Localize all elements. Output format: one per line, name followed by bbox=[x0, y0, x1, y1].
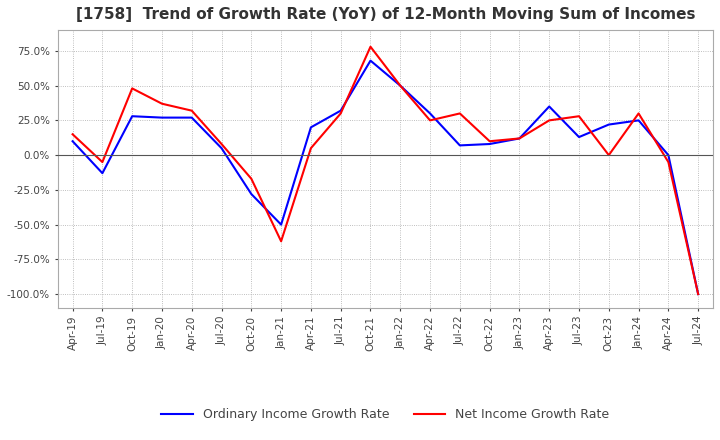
Net Income Growth Rate bbox=[98, 159, 107, 165]
Ordinary Income Growth Rate bbox=[456, 143, 464, 148]
Ordinary Income Growth Rate bbox=[366, 58, 375, 63]
Net Income Growth Rate bbox=[336, 111, 345, 116]
Ordinary Income Growth Rate bbox=[545, 104, 554, 109]
Ordinary Income Growth Rate bbox=[396, 83, 405, 88]
Ordinary Income Growth Rate bbox=[575, 135, 583, 140]
Ordinary Income Growth Rate bbox=[217, 146, 226, 151]
Net Income Growth Rate bbox=[664, 159, 672, 165]
Legend: Ordinary Income Growth Rate, Net Income Growth Rate: Ordinary Income Growth Rate, Net Income … bbox=[156, 403, 614, 426]
Net Income Growth Rate bbox=[575, 114, 583, 119]
Ordinary Income Growth Rate bbox=[426, 111, 434, 116]
Net Income Growth Rate bbox=[515, 136, 523, 141]
Net Income Growth Rate bbox=[396, 83, 405, 88]
Ordinary Income Growth Rate bbox=[634, 118, 643, 123]
Net Income Growth Rate bbox=[426, 118, 434, 123]
Net Income Growth Rate bbox=[366, 44, 375, 49]
Ordinary Income Growth Rate bbox=[485, 141, 494, 147]
Net Income Growth Rate bbox=[605, 153, 613, 158]
Net Income Growth Rate bbox=[158, 101, 166, 106]
Ordinary Income Growth Rate bbox=[664, 153, 672, 158]
Title: [1758]  Trend of Growth Rate (YoY) of 12-Month Moving Sum of Incomes: [1758] Trend of Growth Rate (YoY) of 12-… bbox=[76, 7, 695, 22]
Ordinary Income Growth Rate bbox=[68, 139, 77, 144]
Ordinary Income Growth Rate bbox=[158, 115, 166, 120]
Ordinary Income Growth Rate bbox=[694, 291, 703, 297]
Line: Net Income Growth Rate: Net Income Growth Rate bbox=[73, 47, 698, 294]
Net Income Growth Rate bbox=[187, 108, 196, 113]
Ordinary Income Growth Rate bbox=[307, 125, 315, 130]
Net Income Growth Rate bbox=[485, 139, 494, 144]
Net Income Growth Rate bbox=[307, 146, 315, 151]
Ordinary Income Growth Rate bbox=[605, 122, 613, 127]
Net Income Growth Rate bbox=[634, 111, 643, 116]
Ordinary Income Growth Rate bbox=[187, 115, 196, 120]
Net Income Growth Rate bbox=[276, 238, 285, 244]
Net Income Growth Rate bbox=[694, 291, 703, 297]
Net Income Growth Rate bbox=[217, 141, 226, 147]
Net Income Growth Rate bbox=[68, 132, 77, 137]
Ordinary Income Growth Rate bbox=[336, 108, 345, 113]
Net Income Growth Rate bbox=[247, 176, 256, 181]
Line: Ordinary Income Growth Rate: Ordinary Income Growth Rate bbox=[73, 61, 698, 294]
Net Income Growth Rate bbox=[456, 111, 464, 116]
Ordinary Income Growth Rate bbox=[515, 136, 523, 141]
Ordinary Income Growth Rate bbox=[247, 191, 256, 197]
Ordinary Income Growth Rate bbox=[128, 114, 137, 119]
Ordinary Income Growth Rate bbox=[276, 222, 285, 227]
Net Income Growth Rate bbox=[128, 86, 137, 91]
Net Income Growth Rate bbox=[545, 118, 554, 123]
Ordinary Income Growth Rate bbox=[98, 171, 107, 176]
